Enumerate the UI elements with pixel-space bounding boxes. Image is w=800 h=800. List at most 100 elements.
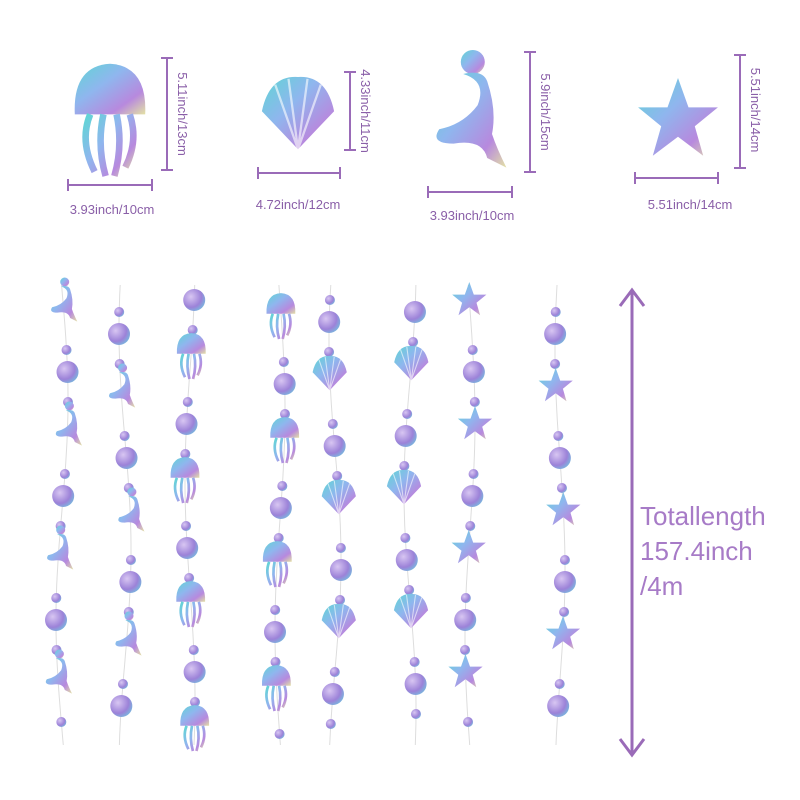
width-label: 3.93inch/10cm <box>430 208 515 223</box>
bead-small <box>117 679 128 689</box>
length-arrow <box>618 287 646 758</box>
bead-large <box>175 413 198 435</box>
jellyfish <box>75 64 146 176</box>
bead-large <box>110 695 133 717</box>
shell <box>312 355 348 391</box>
mermaid <box>115 611 142 656</box>
bead-small <box>125 555 136 565</box>
star <box>451 530 486 564</box>
bead-large <box>544 323 567 345</box>
bead-small <box>465 521 476 531</box>
mermaid <box>47 525 74 570</box>
arrow <box>257 71 356 179</box>
bead-large <box>176 537 199 559</box>
bead-small <box>404 585 415 595</box>
bead-small <box>184 573 195 583</box>
bead-large <box>269 497 292 519</box>
height-label: 5.9inch/15cm <box>538 73 553 150</box>
bead-small <box>559 555 570 565</box>
bead-small <box>119 431 130 441</box>
bead-small <box>467 345 478 355</box>
bead-large <box>329 559 352 581</box>
bead-large <box>183 661 206 683</box>
bead-small <box>402 409 413 419</box>
height-label: 5.51inch/14cm <box>748 68 763 153</box>
bead-small <box>270 657 281 667</box>
bead-small <box>335 543 346 553</box>
bead-small <box>408 337 419 347</box>
bead-small <box>51 593 62 603</box>
star <box>545 616 581 650</box>
total-label: 157.4inch <box>640 536 753 566</box>
bead-small <box>463 717 474 727</box>
arrow <box>427 51 536 198</box>
bead-large <box>547 695 570 717</box>
bead-small <box>409 657 420 667</box>
mermaid <box>436 49 507 168</box>
total-label: /4m <box>640 571 683 601</box>
bead-small <box>460 593 471 603</box>
bead-small <box>335 595 346 605</box>
height-label: 5.11inch/13cm <box>175 72 190 156</box>
bead-small <box>400 533 411 543</box>
shell <box>393 345 429 381</box>
bead-large <box>323 435 346 457</box>
dimension-arrows: 3.93inch/10cm 5.11inch/13cm 4.72inch/12c… <box>67 51 763 223</box>
shell <box>386 469 422 505</box>
star <box>452 282 487 316</box>
bead-small <box>270 605 281 615</box>
bead-small <box>180 449 191 459</box>
bead-large <box>115 447 138 469</box>
bead-small <box>329 667 340 677</box>
bead-large <box>395 549 418 571</box>
bead-small <box>324 347 335 357</box>
bead-large <box>403 301 426 323</box>
bead-large <box>108 323 131 345</box>
bead-small <box>468 469 479 479</box>
bead-large <box>119 571 142 593</box>
bead-small <box>399 461 410 471</box>
bead-small <box>182 397 193 407</box>
bead-large <box>318 311 341 333</box>
bead-large <box>404 673 427 695</box>
bead-small <box>410 709 421 719</box>
bead-small <box>325 719 336 729</box>
mermaid <box>55 401 82 446</box>
bead-large <box>461 485 484 507</box>
bead-small <box>189 697 200 707</box>
total-length: Totallength 157.4inch /4m <box>618 287 766 758</box>
shell <box>393 593 429 629</box>
bead-large <box>394 425 417 447</box>
bead-small <box>56 717 67 727</box>
bead-small <box>332 471 343 481</box>
bead-small <box>59 469 70 479</box>
width-label: 5.51inch/14cm <box>648 197 733 212</box>
bead-large <box>45 609 68 631</box>
bead-small <box>324 295 335 305</box>
bead-small <box>469 397 480 407</box>
bead-small <box>556 483 567 493</box>
bead-large <box>52 485 75 507</box>
bead-small <box>273 533 284 543</box>
bead-small <box>550 359 561 369</box>
bead-large <box>264 621 287 643</box>
bead-small <box>61 345 72 355</box>
bead-small <box>277 481 288 491</box>
width-label: 4.72inch/12cm <box>256 197 341 212</box>
bead-small <box>327 419 338 429</box>
shell <box>260 75 336 151</box>
bead-large <box>454 609 477 631</box>
shell <box>321 479 357 515</box>
starfish <box>638 78 718 156</box>
bead-small <box>278 357 289 367</box>
height-label: 4.33inch/11cm <box>358 69 373 153</box>
bead-large <box>553 571 576 593</box>
arrow <box>634 54 746 184</box>
bead-large <box>321 683 344 705</box>
bead-large <box>462 361 485 383</box>
bead-small <box>279 409 290 419</box>
mermaid <box>118 487 145 532</box>
bead-small <box>181 521 192 531</box>
bead-large <box>548 447 571 469</box>
